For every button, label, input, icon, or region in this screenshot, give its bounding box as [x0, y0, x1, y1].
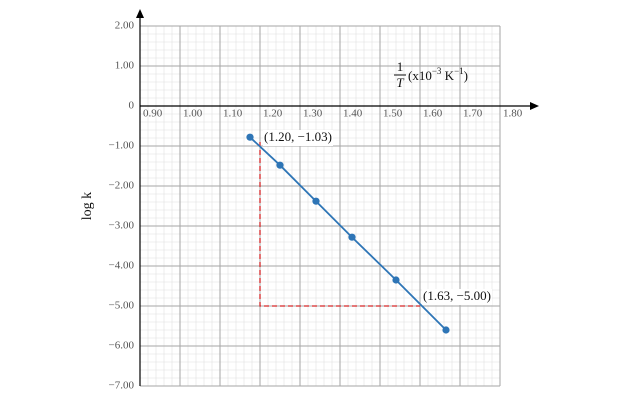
x-tick-label: 1.40: [343, 108, 363, 120]
y-tick-label: −7.00: [109, 380, 135, 392]
annotation: (1.20, −1.03): [264, 129, 332, 144]
annotation: (1.63, −5.00): [423, 288, 491, 303]
data-point: [442, 326, 450, 334]
y-axis-arrow: [136, 9, 144, 18]
unit-part: K: [441, 68, 454, 83]
annotation-bg: [422, 289, 492, 305]
x-tick-label: 1.50: [383, 108, 403, 120]
data-point: [276, 161, 284, 169]
x-tick-label: 1.10: [223, 108, 243, 120]
x-axis-arrow: [530, 102, 539, 110]
unit-part: −1: [454, 66, 464, 76]
y-tick-label: −5.00: [109, 300, 135, 312]
x-label-denominator: T: [396, 75, 404, 90]
data-point: [392, 276, 400, 284]
y-tick-label: 2.00: [115, 20, 135, 32]
y-tick-label: −6.00: [109, 340, 135, 352]
x-tick-label: 0.90: [143, 108, 163, 120]
y-tick-label: −4.00: [109, 260, 135, 272]
unit-part: ): [464, 68, 468, 83]
data-point: [246, 133, 254, 141]
x-tick-label: 1.30: [303, 108, 323, 120]
x-tick-label: 1.20: [263, 108, 283, 120]
x-tick-label: 1.60: [423, 108, 443, 120]
unit-part: −3: [432, 66, 442, 76]
y-tick-label: 1.00: [115, 60, 135, 72]
x-axis-label: 1 T (x10−3 K−1): [394, 59, 468, 90]
plot: [246, 133, 450, 334]
y-tick-label: −2.00: [109, 180, 135, 192]
unit-part: (x10: [408, 68, 432, 83]
series-line: [249, 136, 447, 331]
data-point: [312, 197, 320, 205]
y-tick-label: −1.00: [109, 140, 135, 152]
x-tick-label: 1.80: [503, 108, 523, 120]
data-point: [348, 233, 356, 241]
x-tick-label: 1.00: [183, 108, 203, 120]
annotation-bg: [263, 130, 333, 146]
x-label-unit: (x10−3 K−1): [408, 66, 468, 83]
y-tick-label: −3.00: [109, 220, 135, 232]
x-label-numerator: 1: [397, 59, 404, 74]
y-axis-label: log k: [80, 192, 95, 220]
x-tick-label: 1.70: [463, 108, 483, 120]
guide-line: [259, 142, 420, 307]
y-tick-label: 0: [129, 100, 135, 112]
